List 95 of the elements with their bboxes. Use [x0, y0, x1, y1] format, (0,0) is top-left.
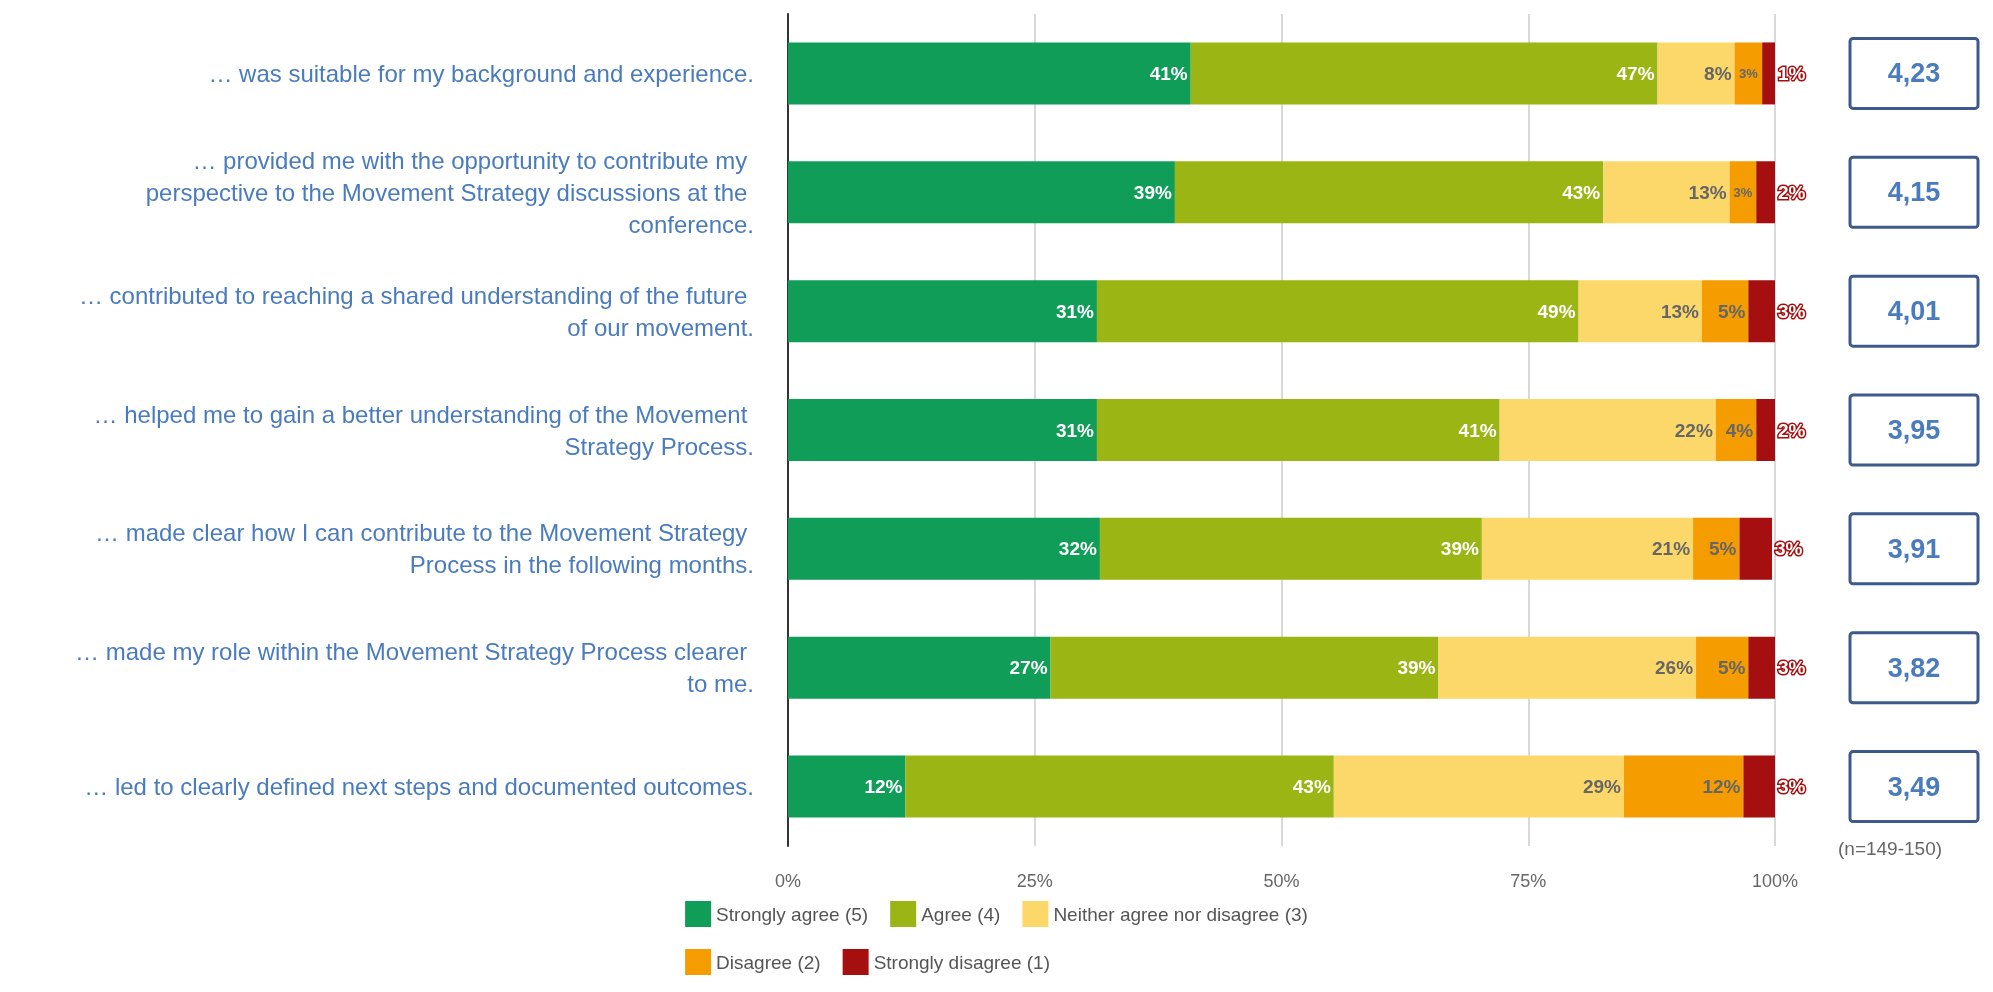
x-tick-label: 0%	[774, 871, 802, 891]
y-tick-label: … contributed to reaching a shared understanding of the future of our movement.	[78, 281, 754, 341]
data-label: 4%	[1725, 419, 1754, 441]
text: 3,49	[1887, 771, 1941, 802]
y-tick-label: … made my role within the Movement Strategy Process clearer to me.	[75, 638, 754, 698]
data-label: 26%	[1655, 657, 1694, 679]
bar	[905, 755, 1334, 818]
text: (n=149-150)	[1838, 837, 1943, 859]
bar	[1190, 42, 1658, 105]
bar	[1756, 161, 1775, 224]
y-tick-label: … provided me with the opportunity to contribute my perspective to the Movement Strategy discussions at the conference.	[145, 146, 754, 238]
data-label: 31%	[1055, 300, 1095, 322]
bar	[1096, 399, 1500, 461]
bar	[1756, 399, 1775, 461]
x-tick-label: 75%	[1510, 871, 1547, 891]
data-label: 2%	[1778, 181, 1806, 203]
data-label: 13%	[1688, 181, 1727, 203]
bar	[1099, 517, 1482, 580]
y-tick-label: … made clear how I can contribute to the Movement Strategy Process in the following months.	[95, 519, 754, 579]
data-label: 3%	[1778, 657, 1806, 679]
bar	[788, 161, 1175, 224]
data-label: 32%	[1058, 538, 1097, 560]
data-label: 43%	[1562, 181, 1601, 203]
data-label: 3%	[1733, 184, 1753, 200]
data-label: 43%	[1292, 776, 1331, 798]
bar	[1729, 161, 1757, 224]
legend-label: Strongly agree (5)	[716, 903, 869, 925]
bar	[1748, 280, 1775, 343]
bar	[1499, 399, 1716, 461]
y-tick-label: … led to clearly defined next steps and documented outcomes.	[84, 773, 754, 801]
text: 3,95	[1887, 415, 1941, 445]
data-label: 22%	[1674, 419, 1713, 441]
bar	[1734, 42, 1763, 105]
data-label: 3%	[1738, 65, 1759, 81]
bar	[1050, 636, 1439, 699]
bar	[788, 399, 1097, 461]
bar	[788, 42, 1191, 105]
data-label: 12%	[864, 776, 903, 798]
text: 4,01	[1887, 296, 1941, 327]
bar	[788, 636, 1051, 699]
bar	[1096, 280, 1579, 343]
bar	[1578, 280, 1702, 343]
bar	[1481, 517, 1694, 580]
bar	[1701, 280, 1749, 343]
bar	[788, 755, 906, 818]
data-label: 39%	[1397, 657, 1436, 679]
data-label: 31%	[1055, 419, 1095, 441]
bar	[1603, 161, 1730, 224]
bar	[1743, 755, 1775, 818]
data-label: 29%	[1582, 776, 1622, 798]
y-tick-label: … helped me to gain a better understanding of the Movement Strategy Process.	[93, 400, 754, 460]
data-label: 5%	[1717, 657, 1746, 679]
data-label: 5%	[1717, 300, 1746, 322]
legend-label: Agree (4)	[921, 903, 1001, 925]
legend-label: Neither agree nor disagree (3)	[1053, 903, 1308, 925]
legend-label: Strongly disagree (1)	[873, 951, 1051, 973]
bar	[788, 280, 1097, 343]
bar	[1693, 517, 1740, 580]
data-label: 21%	[1652, 538, 1691, 560]
data-label: 47%	[1616, 62, 1655, 84]
text: 4,15	[1887, 177, 1941, 208]
bar	[1715, 399, 1757, 461]
bar	[1174, 161, 1604, 224]
data-label: 41%	[1149, 62, 1188, 84]
data-label: 3%	[1778, 776, 1806, 798]
bar	[1438, 636, 1697, 699]
bar	[1748, 636, 1775, 699]
bar	[1657, 42, 1735, 105]
data-label: 3%	[1778, 300, 1806, 322]
bar	[1762, 42, 1775, 105]
text: 3,91	[1887, 533, 1941, 564]
data-label: 27%	[1009, 657, 1048, 679]
text: 4,23	[1887, 58, 1941, 89]
bar	[1739, 517, 1773, 580]
x-tick-label: 100%	[1751, 871, 1799, 891]
data-label: 8%	[1704, 62, 1732, 84]
bar	[1696, 636, 1749, 699]
data-label: 13%	[1660, 300, 1700, 322]
text: 3,82	[1887, 652, 1941, 683]
data-label: 5%	[1709, 538, 1737, 560]
bar	[1333, 755, 1624, 818]
data-label: 39%	[1133, 181, 1173, 203]
bar	[1623, 755, 1744, 818]
bar	[788, 517, 1100, 580]
y-tick-label: … was suitable for my background and experience.	[208, 59, 754, 87]
data-label: 41%	[1458, 419, 1497, 441]
data-label: 49%	[1537, 300, 1576, 322]
legend-label: Disagree (2)	[716, 951, 821, 973]
x-tick-label: 50%	[1263, 871, 1300, 891]
data-label: 3%	[1775, 538, 1803, 560]
data-label: 12%	[1702, 776, 1741, 798]
data-label: 2%	[1778, 419, 1806, 441]
data-label: 1%	[1778, 62, 1806, 84]
data-label: 39%	[1440, 538, 1479, 560]
x-tick-label: 25%	[1016, 871, 1053, 891]
